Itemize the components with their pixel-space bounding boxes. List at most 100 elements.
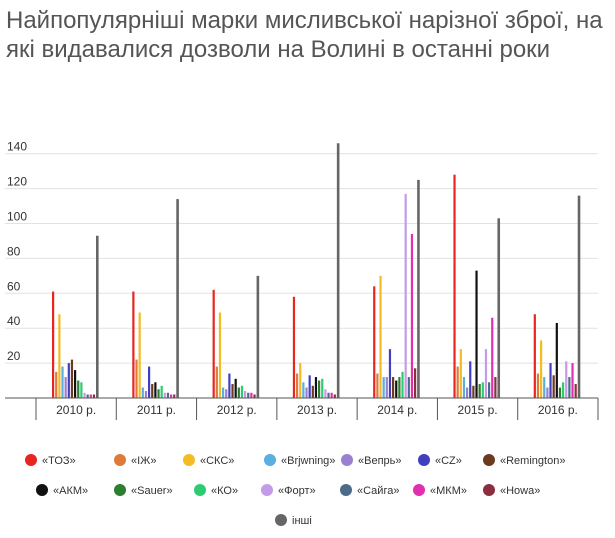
x-tick-label: 2016 р. (538, 403, 578, 417)
y-tick-label: 100 (7, 210, 27, 224)
bar (469, 361, 472, 398)
bar (453, 174, 456, 398)
bar (552, 375, 555, 398)
bar (157, 389, 160, 398)
legend-marker (340, 484, 352, 496)
grid-lines (5, 153, 598, 364)
y-tick-label: 120 (7, 175, 27, 189)
bar (417, 179, 420, 398)
legend-label: «КО» (211, 485, 238, 497)
legend-label: «АКМ» (53, 485, 88, 497)
bar (302, 382, 305, 398)
bar (58, 314, 61, 398)
bar (222, 387, 225, 398)
bar (154, 382, 157, 398)
bar (80, 382, 83, 398)
bar (160, 385, 163, 398)
bar (132, 291, 135, 398)
bar (67, 363, 70, 398)
legend-marker (275, 514, 287, 526)
bar (459, 349, 462, 398)
bar (64, 377, 67, 398)
legend-label: інші (292, 515, 312, 527)
bar (244, 391, 247, 398)
bar (494, 377, 497, 398)
bar (253, 394, 256, 398)
y-tick-label: 80 (7, 244, 21, 258)
legend-label: «Форт» (278, 485, 316, 497)
bar (144, 391, 148, 398)
bar (568, 377, 571, 398)
bar (373, 286, 376, 398)
bar (52, 291, 55, 398)
bar (546, 387, 549, 398)
legend-marker (341, 454, 353, 466)
bar (296, 373, 299, 398)
bar (311, 385, 314, 398)
bars (52, 143, 581, 398)
bar (574, 384, 577, 398)
bar (562, 382, 565, 398)
bar (404, 193, 407, 398)
bar (96, 235, 99, 398)
bar (70, 359, 74, 398)
legend-label: «CZ» (435, 455, 462, 467)
bar (225, 389, 228, 398)
bar (392, 377, 395, 398)
bar (466, 387, 469, 398)
legend-label: «Remington» (500, 455, 565, 467)
bar (398, 377, 401, 398)
bar (533, 314, 536, 398)
bar (77, 380, 80, 398)
bar (565, 361, 568, 398)
bar (308, 375, 311, 398)
bar (401, 371, 404, 398)
bar (484, 349, 488, 398)
y-tick-label: 40 (7, 314, 21, 328)
bar (292, 296, 296, 398)
legend-marker (183, 454, 195, 466)
bar (327, 392, 330, 398)
x-tick-label: 2012 р. (217, 403, 257, 417)
bar (536, 373, 540, 398)
bar (231, 384, 234, 398)
legend-marker (264, 454, 276, 466)
bar (324, 389, 327, 398)
bar (138, 312, 141, 398)
bar (488, 382, 491, 398)
legend-marker (114, 454, 126, 466)
bar (74, 370, 77, 398)
bar (212, 289, 215, 398)
y-tick-label: 20 (7, 349, 21, 363)
bar (218, 312, 222, 398)
legend-label: «Brjwning» (281, 455, 335, 467)
x-tick-label: 2014 р. (377, 403, 417, 417)
bar (151, 384, 154, 398)
bar (336, 143, 340, 398)
bar (462, 377, 466, 398)
legend-label: «ТОЗ» (42, 455, 76, 467)
bar (540, 340, 543, 398)
x-axis: 2010 р. 2011 р. 2012 р. 2013 р. 2014 р. 2015 … (5, 397, 599, 420)
bar (148, 366, 151, 398)
bar (215, 366, 218, 398)
legend-label: «Сайга» (357, 485, 399, 497)
y-tick-label: 60 (7, 279, 21, 293)
bar (543, 377, 546, 398)
bar (491, 317, 494, 398)
legend-marker (483, 454, 495, 466)
legend-marker (413, 484, 425, 496)
bar (456, 366, 459, 398)
bar (478, 384, 481, 398)
bar (414, 368, 417, 398)
bar (571, 363, 574, 398)
y-tick-label: 140 (7, 140, 27, 154)
bar (92, 394, 96, 398)
x-tick-label: 2013 р. (297, 403, 337, 417)
bar (83, 392, 86, 398)
bar (299, 363, 302, 398)
x-tick-label: 2015 р. (458, 403, 498, 417)
bar (577, 195, 581, 398)
bar (163, 392, 166, 398)
